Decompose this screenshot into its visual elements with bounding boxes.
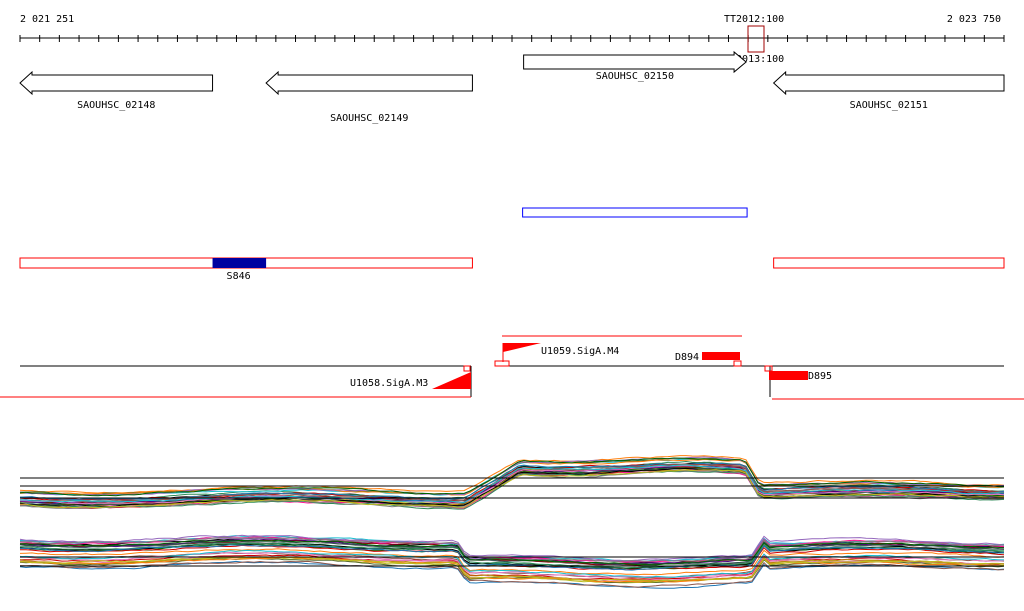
feature-s846-label: S846 <box>227 271 251 282</box>
promoter-u1058-label: U1058.SigA.M3 <box>350 378 428 389</box>
gene-label: SAOUHSC_02150 <box>596 71 674 82</box>
expression-profile-line <box>19 455 1005 494</box>
gene-arrow[interactable] <box>523 50 747 74</box>
expression-profile-line <box>19 560 1005 588</box>
expression-profile-line <box>20 469 1005 509</box>
coordinate-ruler: 2 021 251 2 023 750 TT2012:100 TT2013:10… <box>19 14 1005 65</box>
position-marker[interactable] <box>747 25 765 53</box>
terminator-d895-box <box>764 365 773 372</box>
gene-arrow[interactable] <box>772 70 1005 96</box>
expression-profile-line <box>19 539 1005 566</box>
red-region-box[interactable] <box>773 257 1005 269</box>
terminator-d894-label: D894 <box>675 352 699 363</box>
gene-label: SAOUHSC_02151 <box>850 100 928 111</box>
expression-profile-line <box>19 534 1005 562</box>
gene-label: SAOUHSC_02148 <box>77 100 155 111</box>
promoter-u1059-mark[interactable] <box>503 343 541 352</box>
expression-profile-line <box>19 556 1005 582</box>
position-marker-label: TT2012:100 <box>724 14 784 25</box>
promoter-u1059-box <box>494 360 510 367</box>
terminator-d894-mark[interactable] <box>702 352 740 360</box>
ruler-start-label: 2 021 251 <box>20 14 74 25</box>
blue-region-box[interactable] <box>522 207 748 218</box>
terminator-d895-mark[interactable] <box>769 371 808 380</box>
terminator-d894-box <box>733 360 742 367</box>
gene-arrow[interactable] <box>19 70 214 96</box>
expression-profile-line <box>19 465 1005 505</box>
terminator-d895-label: D895 <box>808 371 832 382</box>
gene-label: SAOUHSC_02149 <box>330 113 408 124</box>
expression-profile-line <box>19 457 1004 497</box>
ruler-end-label: 2 023 750 <box>947 14 1001 25</box>
blue-box-track <box>522 207 748 218</box>
promoter-u1058-mark[interactable] <box>432 372 471 389</box>
expression-profile-line <box>19 464 1005 504</box>
expression-profile-line <box>19 548 1005 576</box>
expression-profile-line <box>19 467 1004 508</box>
gene-track: SAOUHSC_02148 SAOUHSC_02149 SAOUHSC_02150 S… <box>19 50 1005 124</box>
expression-profile-top <box>19 455 1005 510</box>
expression-profile-bottom <box>19 534 1005 589</box>
feature-s846-mark[interactable] <box>212 258 267 268</box>
promoter-u1058-box <box>463 365 471 372</box>
expression-profile-line <box>19 544 1005 571</box>
red-region-track: S846 <box>19 257 1005 282</box>
expression-profile-line <box>19 540 1005 565</box>
gene-arrow[interactable] <box>265 70 473 96</box>
promoter-u1059-label: U1059.SigA.M4 <box>541 346 619 357</box>
regulatory-track: U1058.SigA.M3 U1059.SigA.M4 D894 D895 <box>0 335 1024 400</box>
position-marker-label-secondary: TT2013:100 <box>724 54 784 65</box>
